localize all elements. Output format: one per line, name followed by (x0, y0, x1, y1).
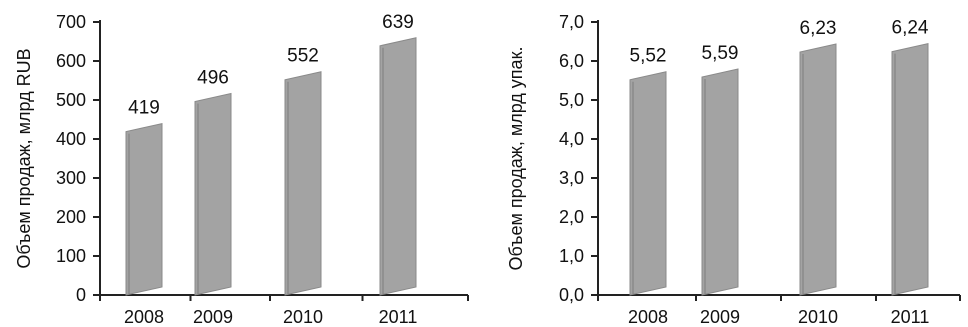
chart-panel-2: 0,0 1,0 2,0 3,0 4,0 5,0 6,0 7,0 2008 2009 2010 2011… (506, 12, 961, 327)
data-label-2011: 6,24 (892, 18, 929, 39)
y-tick-label: 200 (56, 207, 86, 227)
data-label-2009: 496 (197, 68, 229, 89)
y-axis-title: Объем продаж, млрд RUB (14, 48, 34, 268)
y-tick-label: 4,0 (559, 129, 584, 149)
x-tick-label: 2011 (379, 307, 418, 327)
y-tick-label: 3,0 (559, 168, 584, 188)
y-tick-label: 5,0 (559, 90, 584, 110)
y-tick-label: 500 (56, 90, 86, 110)
bar-2009 (194, 92, 232, 296)
chart-panel-1: 0 100 200 300 400 500 600 700 2008 2009 2010 2011 41… (14, 12, 469, 327)
y-tick-label: 100 (56, 246, 86, 266)
bar-2010 (799, 43, 837, 296)
data-label-2009: 5,59 (702, 43, 739, 64)
y-tick-label: 400 (56, 129, 86, 149)
x-tick-label: 2008 (124, 307, 164, 327)
x-tick-label: 2010 (798, 307, 838, 327)
y-tick-label: 0 (76, 285, 86, 305)
bar-2011 (379, 37, 417, 296)
y-tick-label: 300 (56, 168, 86, 188)
bar-2010 (284, 71, 322, 296)
x-tick-label: 2009 (700, 307, 740, 327)
y-axis-title: Объем продаж, млрд упак. (506, 47, 526, 271)
x-tick-label: 2009 (193, 307, 233, 327)
data-label-2011: 639 (382, 12, 414, 33)
y-tick-label: 1,0 (559, 246, 584, 266)
data-label-2010: 552 (287, 46, 319, 67)
y-tick-label: 600 (56, 51, 86, 71)
x-tick-label: 2011 (891, 307, 930, 327)
bar-2009 (701, 68, 739, 296)
data-label-2008: 419 (128, 98, 160, 119)
y-tick-label: 2,0 (559, 207, 584, 227)
x-tick-label: 2010 (283, 307, 323, 327)
data-label-2010: 6,23 (800, 18, 837, 39)
y-tick-label: 6,0 (559, 51, 584, 71)
x-tick-label: 2008 (628, 307, 668, 327)
y-tick-label: 700 (56, 12, 86, 32)
y-tick-label: 0,0 (559, 285, 584, 305)
bar-2008 (629, 71, 667, 296)
bar-2011 (891, 43, 929, 296)
bar-2008 (125, 122, 163, 296)
data-label-2008: 5,52 (630, 46, 667, 67)
y-tick-label: 7,0 (559, 12, 584, 32)
